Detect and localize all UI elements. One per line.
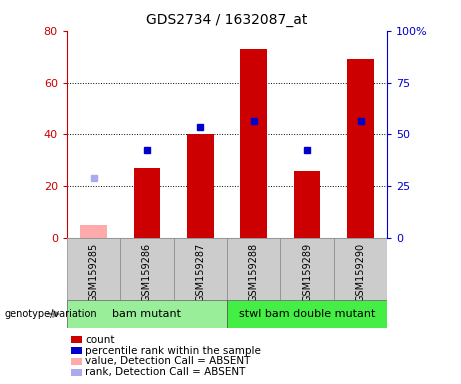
Text: bam mutant: bam mutant bbox=[112, 309, 182, 319]
Text: GSM159289: GSM159289 bbox=[302, 243, 312, 302]
Text: stwl bam double mutant: stwl bam double mutant bbox=[239, 309, 375, 319]
Text: GSM159286: GSM159286 bbox=[142, 243, 152, 302]
Text: GSM159285: GSM159285 bbox=[89, 243, 99, 302]
Text: GSM159290: GSM159290 bbox=[355, 243, 366, 302]
Bar bbox=[227, 238, 280, 300]
Text: genotype/variation: genotype/variation bbox=[5, 309, 97, 319]
Bar bbox=[334, 238, 387, 300]
Bar bbox=[347, 59, 374, 238]
Bar bbox=[67, 238, 120, 300]
Bar bbox=[187, 134, 214, 238]
Text: value, Detection Call = ABSENT: value, Detection Call = ABSENT bbox=[85, 356, 251, 366]
Bar bbox=[174, 238, 227, 300]
Bar bbox=[294, 170, 320, 238]
Text: percentile rank within the sample: percentile rank within the sample bbox=[85, 346, 261, 356]
Bar bbox=[227, 300, 387, 328]
Bar bbox=[67, 300, 227, 328]
Text: GSM159287: GSM159287 bbox=[195, 243, 205, 302]
Bar bbox=[280, 238, 334, 300]
Title: GDS2734 / 1632087_at: GDS2734 / 1632087_at bbox=[146, 13, 308, 27]
Bar bbox=[80, 225, 107, 238]
Text: GSM159288: GSM159288 bbox=[249, 243, 259, 302]
Text: count: count bbox=[85, 335, 115, 345]
Bar bbox=[134, 168, 160, 238]
Bar bbox=[120, 238, 174, 300]
Bar bbox=[240, 49, 267, 238]
Text: rank, Detection Call = ABSENT: rank, Detection Call = ABSENT bbox=[85, 367, 246, 377]
